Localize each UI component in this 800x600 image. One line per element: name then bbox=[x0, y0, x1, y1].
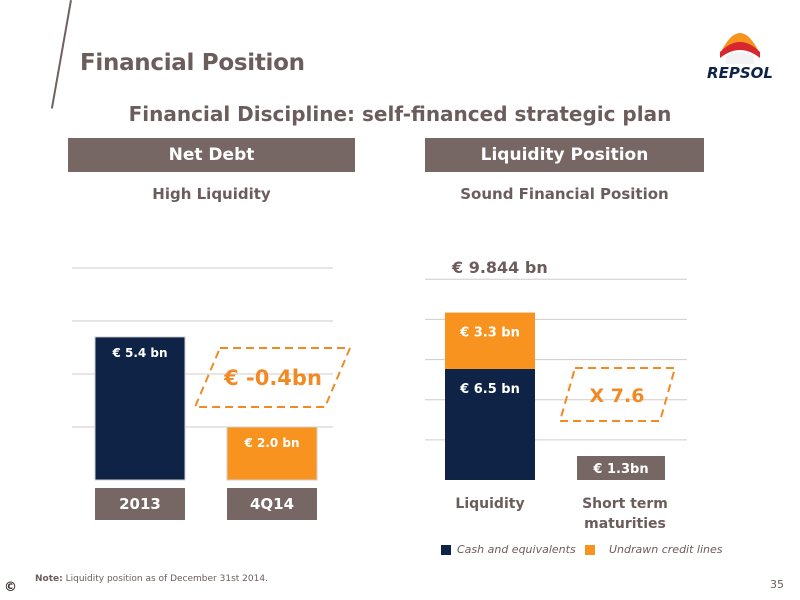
bar-data-label: € 1.3bn bbox=[592, 462, 648, 477]
decorative-slash bbox=[50, 0, 72, 109]
bar-segment bbox=[577, 456, 665, 480]
bar-4Q14 bbox=[226, 426, 318, 481]
category-2013: 2013 bbox=[95, 488, 185, 520]
total-liquidity-label: € 9.844 bn bbox=[452, 258, 548, 277]
net-debt-chart: € 5.4 bn € 2.0 bn bbox=[72, 267, 333, 481]
change-callout: € -0.4bn bbox=[193, 347, 352, 408]
repsol-logo: REPSOL bbox=[700, 12, 780, 82]
bar-data-label: € 5.4 bn bbox=[111, 346, 167, 360]
copyright-icon: © bbox=[4, 580, 17, 595]
legend-label-cash: Cash and equivalents bbox=[457, 543, 576, 556]
bar-data-label: € 2.0 bn bbox=[243, 436, 299, 450]
legend-swatch-cash bbox=[441, 544, 451, 555]
net-debt-heading: Net Debt bbox=[68, 138, 355, 172]
footnote-label: Note: bbox=[35, 574, 63, 584]
legend-item-cash: Cash and equivalents bbox=[441, 543, 576, 556]
repsol-logo-icon: REPSOL bbox=[707, 33, 773, 82]
liquidity-heading: Liquidity Position bbox=[425, 138, 704, 172]
ratio-callout: X 7.6 bbox=[558, 367, 677, 422]
liquidity-subheading: Sound Financial Position bbox=[460, 185, 669, 203]
legend-swatch-undrawn bbox=[585, 544, 595, 555]
legend-item-undrawn: Undrawn credit lines bbox=[585, 543, 723, 556]
bar-data-label: € 3.3 bn bbox=[459, 326, 520, 341]
bar-segment bbox=[445, 312, 535, 369]
net-debt-subheading: High Liquidity bbox=[152, 185, 271, 203]
category-4q14: 4Q14 bbox=[227, 488, 317, 520]
page-number: 35 bbox=[770, 578, 784, 591]
footnote: Note: Liquidity position as of December … bbox=[35, 574, 268, 584]
footnote-text: Liquidity position as of December 31st 2… bbox=[65, 574, 268, 584]
change-label: € -0.4bn bbox=[223, 366, 322, 390]
ratio-label: X 7.6 bbox=[590, 385, 645, 407]
liquidity-chart: € 6.5 bn € 3.3 bn € 1.3bn bbox=[425, 278, 687, 480]
bar-segment bbox=[445, 368, 535, 480]
page-subtitle: Financial Discipline: self-financed stra… bbox=[128, 102, 672, 126]
category-short-term-maturities: Short term maturities bbox=[582, 496, 668, 532]
bar-2013 bbox=[94, 336, 186, 481]
page-title: Financial Position bbox=[80, 50, 305, 76]
bar-data-label: € 6.5 bn bbox=[459, 382, 520, 397]
logo-text: REPSOL bbox=[707, 64, 773, 82]
category-liquidity: Liquidity bbox=[455, 496, 525, 512]
legend-label-undrawn: Undrawn credit lines bbox=[609, 543, 723, 556]
